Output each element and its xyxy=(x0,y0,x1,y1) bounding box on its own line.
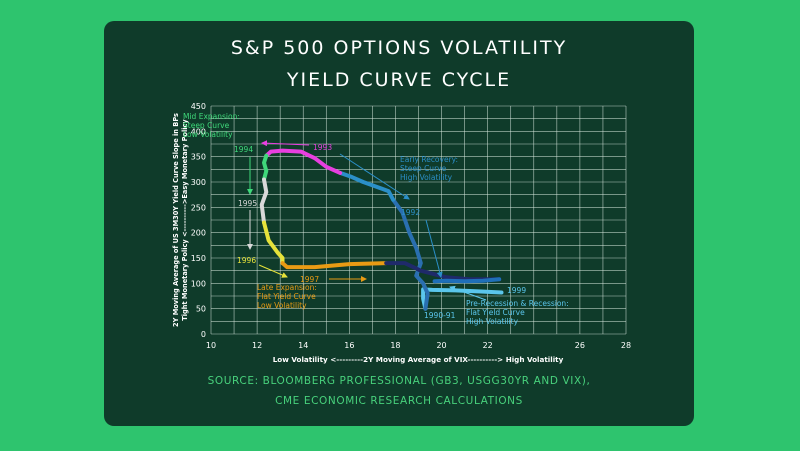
annotation-label: Steep Curve xyxy=(400,164,447,173)
y-tick-label: 350 xyxy=(191,153,206,162)
source-line1: SOURCE: BLOOMBERG PROFESSIONAL (GB3, USG… xyxy=(207,375,591,387)
chart-card: S&P 500 OPTIONS VOLATILITY YIELD CURVE C… xyxy=(104,21,694,426)
y-axis-label-line2: Tight Monetary Policy <---------->Easy M… xyxy=(181,119,189,321)
y-tick-label: 250 xyxy=(191,203,206,212)
series-line-1992a xyxy=(391,197,430,311)
y-tick-label: 0 xyxy=(201,330,206,339)
annotation-label: Flat Yield Curve xyxy=(257,292,316,301)
annotation-label: 1999 xyxy=(507,286,526,295)
annotation-label: 1990-91 xyxy=(424,311,456,320)
series-line-1994 xyxy=(262,153,269,182)
chart-plot: 10 12 14 16 18 20 22 26 28 0 50 100 150 200 250 300 350 4… xyxy=(172,102,631,364)
annotation-label: 1993 xyxy=(313,143,332,152)
annotation-label: Flat Yield Curve xyxy=(466,308,525,317)
x-tick-label: 16 xyxy=(344,341,354,350)
annotation-label: Late Expansion: xyxy=(257,283,317,292)
series-line-1992b xyxy=(338,170,396,202)
x-tick-label: 12 xyxy=(252,341,262,350)
annotation-label: 1996 xyxy=(237,256,256,265)
y-tick-label: 300 xyxy=(191,178,206,187)
annotation-label: Low Volatility xyxy=(257,301,307,310)
y-tick-label: 400 xyxy=(191,127,206,136)
series-line-1998 xyxy=(384,261,502,282)
y-tick-label: 150 xyxy=(191,254,206,263)
x-tick-label: 18 xyxy=(390,341,400,350)
annotation-label: High Volatility xyxy=(466,317,519,326)
x-tick-label: 22 xyxy=(483,341,493,350)
annotation-label: Low Volatility xyxy=(183,130,233,139)
annotation-label: Early Recovery: xyxy=(400,155,458,164)
x-tick-label: 28 xyxy=(621,341,631,350)
chart-title-line2: YIELD CURVE CYCLE xyxy=(286,69,512,91)
annotation-label: 1995 xyxy=(238,199,257,208)
annotation-arrow xyxy=(261,140,310,147)
y-axis-label-line1: 2Y Moving Average of US 3M30Y Yield Curv… xyxy=(172,113,180,327)
series-line-1997 xyxy=(280,261,389,270)
series-line-1996 xyxy=(262,220,285,266)
annotation-arrow xyxy=(258,264,288,278)
source-line2: CME ECONOMIC RESEARCH CALCULATIONS xyxy=(275,395,523,407)
x-tick-label: 20 xyxy=(436,341,446,350)
series-line-1995 xyxy=(259,177,269,225)
chart-title-line1: S&P 500 OPTIONS VOLATILITY xyxy=(230,37,568,59)
x-tick-label: 14 xyxy=(298,341,308,350)
annotation-arrow xyxy=(449,285,487,301)
x-tick-label: 10 xyxy=(206,341,216,350)
series-line-1999 xyxy=(432,277,502,284)
annotation-arrow xyxy=(425,219,443,278)
y-tick-label: 50 xyxy=(196,305,206,314)
x-tick-label: 26 xyxy=(575,341,585,350)
annotation-label: High Volatility xyxy=(400,173,453,182)
annotation-label: Steep Curve xyxy=(183,121,230,130)
y-tick-label: 200 xyxy=(191,229,206,238)
x-axis-label: Low Volatility <---------2Y Moving Avera… xyxy=(273,355,564,364)
series-line-1993 xyxy=(264,148,343,175)
annotation-label: Mid Expansion: xyxy=(183,112,240,121)
y-tick-label: 450 xyxy=(191,102,206,111)
series-line-1990-91 xyxy=(421,287,504,311)
y-tick-label: 100 xyxy=(191,279,206,288)
annotation-arrow xyxy=(339,153,410,200)
annotation-label: Pre-Recession & Recession: xyxy=(466,299,569,308)
annotation-label: 1994 xyxy=(234,145,253,154)
annotation-label: 1992 xyxy=(401,208,420,217)
annotation-label: 1997 xyxy=(300,275,319,284)
